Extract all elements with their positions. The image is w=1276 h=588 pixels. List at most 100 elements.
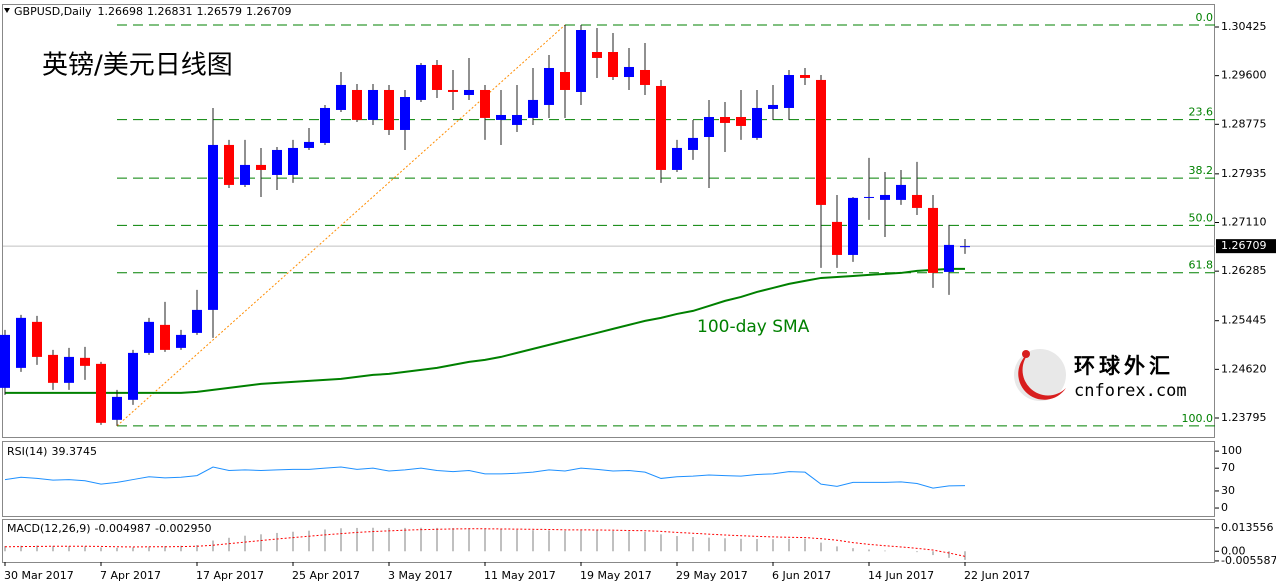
y-tick-label: 1.23795 (1221, 411, 1267, 424)
y-tick-label: 1.28775 (1221, 117, 1267, 130)
y-tick-label: 1.30425 (1221, 20, 1267, 33)
candle-body (256, 164, 266, 170)
logo-dot (1022, 350, 1030, 358)
fib-label: 100.0 (1182, 412, 1214, 425)
candle-body (768, 104, 778, 109)
candle-body (176, 334, 186, 348)
close: 1.26709 (246, 5, 292, 18)
y-tick-label: 30 (1221, 484, 1235, 497)
y-tick-label: 1.24620 (1221, 362, 1267, 375)
signal-value: -0.002950 (155, 522, 211, 535)
candle-body (384, 89, 394, 130)
candle-body (608, 52, 618, 78)
x-tick-label: 11 May 2017 (484, 569, 556, 582)
fib-label: 23.6 (1189, 106, 1214, 119)
candle-body (288, 147, 298, 175)
candle-body (592, 52, 602, 58)
fib-label: 50.0 (1189, 211, 1214, 224)
candle-body (800, 75, 810, 78)
candle-body (320, 107, 330, 143)
watermark: 环球外汇 cnforex.com (1014, 349, 1187, 401)
low: 1.26579 (197, 5, 243, 18)
candle-body (480, 89, 490, 118)
candle-body (208, 144, 218, 310)
current-price-label: 1.26709 (1221, 239, 1267, 252)
fib-label: 38.2 (1189, 164, 1214, 177)
symbol: GBPUSD,Daily (14, 5, 92, 18)
candle-body (624, 66, 634, 78)
sma-annotation: 100-day SMA (697, 317, 810, 337)
x-tick-label: 7 Apr 2017 (100, 569, 161, 582)
fib-label: 61.8 (1189, 259, 1214, 272)
price-panel (2, 4, 1215, 438)
chart-header: GBPUSD,Daily 1.26698 1.26831 1.26579 1.26709 (14, 5, 292, 18)
macd-value: -0.004987 (95, 522, 151, 535)
candle-body (560, 71, 570, 90)
candle-body (752, 107, 762, 138)
candle-body (576, 30, 586, 92)
chart-title: 英镑/美元日线图 (42, 51, 233, 81)
y-tick-label: 1.25445 (1221, 314, 1267, 327)
x-tick-label: 29 May 2017 (676, 569, 748, 582)
current-price-box (1216, 239, 1276, 254)
candle-body (544, 67, 554, 105)
rsi-header: RSI(14) 39.3745 (7, 445, 97, 458)
candle-body (528, 99, 538, 118)
candle-body (432, 64, 442, 90)
candle-body (272, 149, 282, 175)
y-tick-label: 0.013556 (1221, 521, 1274, 534)
candle-body (640, 69, 650, 85)
watermark-site: cnforex.com (1074, 381, 1187, 401)
x-tick-label: 30 Mar 2017 (4, 569, 74, 582)
y-tick-label: 0 (1221, 501, 1228, 514)
candle-body (352, 89, 362, 120)
candle-body (400, 97, 410, 130)
candle-body (80, 357, 90, 366)
y-tick-label: 0.00 (1221, 544, 1246, 557)
watermark-name: 环球外汇 (1074, 354, 1174, 378)
rsi-panel (2, 441, 1215, 517)
open: 1.26698 (98, 5, 144, 18)
candle-body (112, 396, 122, 420)
candle-body (896, 184, 906, 200)
candle-body (144, 321, 154, 353)
candle-body (784, 75, 794, 108)
candle-body (128, 352, 138, 400)
candle-body (944, 244, 954, 272)
candle-body (816, 79, 826, 205)
candle-body (672, 147, 682, 170)
x-tick-label: 3 May 2017 (388, 569, 453, 582)
menu-arrow (4, 8, 10, 13)
candle-body (496, 114, 506, 120)
y-tick-label: 100 (1221, 444, 1242, 457)
candle-body (416, 64, 426, 100)
y-tick-label: 1.26285 (1221, 264, 1267, 277)
rsi-line (4, 466, 966, 489)
candle-body (464, 89, 474, 95)
high: 1.26831 (147, 5, 193, 18)
sma-line (5, 267, 965, 394)
x-tick-label: 6 Jun 2017 (772, 569, 831, 582)
candle-body (448, 89, 458, 92)
candle-body (736, 116, 746, 126)
candle-body (240, 164, 250, 185)
candle-body (368, 89, 378, 120)
candle-body (48, 354, 58, 383)
candle-body (960, 246, 970, 248)
candle-body (0, 334, 10, 388)
macd-header: MACD(12,26,9) -0.004987 -0.002950 (7, 522, 211, 535)
y-tick-label: 1.27110 (1221, 216, 1267, 229)
rsi-value: 39.3745 (51, 445, 97, 458)
rsi-label: RSI(14) (7, 445, 47, 458)
candle-body (880, 194, 890, 200)
x-tick-label: 25 Apr 2017 (292, 569, 360, 582)
y-tick-label: 70 (1221, 461, 1235, 474)
x-tick-label: 22 Jun 2017 (964, 569, 1030, 582)
candle-body (224, 144, 234, 185)
candle-body (688, 137, 698, 150)
candle-body (64, 356, 74, 383)
macd-panel (2, 519, 1215, 563)
y-tick-label: -0.005587 (1221, 554, 1276, 567)
